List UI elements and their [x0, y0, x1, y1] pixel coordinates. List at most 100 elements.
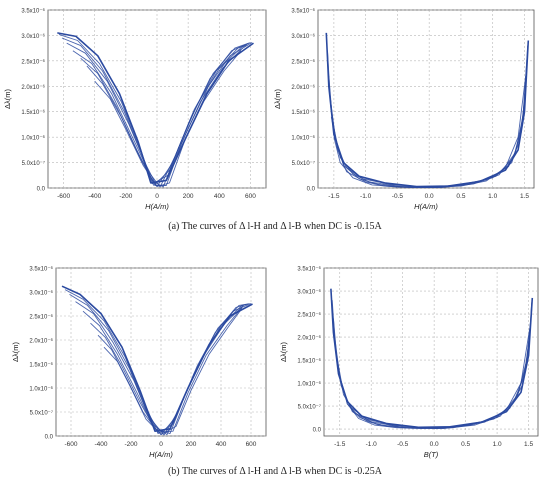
a-right-ytick-label: 2.5x10⁻⁶ — [291, 58, 315, 65]
a-left-xlabel: H(A/m) — [145, 202, 169, 211]
a-left-series-7 — [94, 50, 242, 187]
b-right-xtick-label: -1.0 — [366, 441, 378, 448]
b-left-series-5 — [90, 305, 244, 435]
a-left-ytick-label: 1.0x10⁻⁶ — [21, 135, 45, 142]
a-right-ytick-label: 2.0x10⁻⁶ — [291, 84, 315, 91]
b-left-ytick-label: 3.5x10⁻⁶ — [29, 266, 53, 273]
b-left-series-0 — [61, 285, 253, 433]
b-left-ytick-label: 3.0x10⁻⁶ — [29, 290, 53, 297]
b-right-ylabel: Δλ(m) — [279, 342, 288, 363]
b-left-xtick-label: -400 — [94, 441, 107, 448]
b-right-ytick-label: 5.0x10⁻⁷ — [298, 404, 321, 411]
b-left-series-6 — [97, 306, 244, 433]
a-left-series-1 — [58, 33, 253, 185]
b-right-series-5 — [339, 327, 531, 430]
a-right-ytick-label: 3.5x10⁻⁶ — [291, 8, 315, 15]
b-right-frame — [323, 267, 539, 437]
b-left-frame — [55, 267, 267, 437]
a-left-series-3 — [66, 42, 250, 187]
b-right-xtick-label: 0.0 — [430, 441, 439, 448]
b-left-xlabel: H(A/m) — [149, 450, 173, 459]
b-left-ytick-label: 1.5x10⁻⁶ — [29, 362, 53, 369]
b-left-xtick-label: -600 — [64, 441, 77, 448]
a-left-series-2 — [61, 37, 251, 186]
b-right-series-4 — [336, 316, 532, 430]
a-left-xtick-label: 200 — [183, 193, 194, 200]
a-right-series-5 — [333, 76, 527, 188]
b-left-ytick-label: 1.0x10⁻⁶ — [29, 386, 53, 393]
a-right-ytick-label: 3.0x10⁻⁶ — [291, 33, 315, 40]
a-right-frame — [317, 9, 535, 189]
a-left-xtick-label: -600 — [57, 193, 70, 200]
a-left-series-6 — [86, 47, 243, 186]
a-left-ylabel: Δλ(m) — [3, 89, 12, 110]
a-left-ytick-label: 3.5x10⁻⁶ — [21, 8, 45, 15]
a-left-xtick-label: 0 — [155, 193, 159, 200]
b-left-ytick-label: 5.0x10⁻⁷ — [30, 410, 53, 417]
caption-a: (a) The curves of Δ l-H and Δ l-B when D… — [168, 221, 382, 232]
a-right-series-0 — [325, 32, 530, 188]
caption-b: (b) The curves of Δ l-H and Δ l-B when D… — [167, 466, 383, 477]
a-left-xtick-label: 600 — [245, 193, 256, 200]
b-left-xtick-label: 0 — [159, 441, 163, 448]
a-right-xtick-label: 0.0 — [425, 193, 434, 200]
b-right-xtick-label: 1.5 — [524, 441, 533, 448]
a-right-ytick-label: 5.0x10⁻⁷ — [292, 160, 315, 167]
b-right-series-0 — [330, 288, 534, 429]
a-left-ytick-label: 5.0x10⁻⁷ — [22, 160, 45, 167]
a-left-xtick-label: -400 — [88, 193, 101, 200]
a-left-frame — [47, 9, 267, 189]
b-right-series-3 — [334, 323, 531, 430]
a-right-ytick-label: 0.0 — [307, 187, 316, 193]
a-left-xtick-label: 400 — [214, 193, 225, 200]
a-left-xtick-label: -200 — [119, 193, 132, 200]
b-left-xtick-label: 400 — [216, 441, 227, 448]
a-left-series-5 — [80, 45, 246, 188]
b-right-ytick-label: 1.5x10⁻⁶ — [297, 358, 321, 365]
b-right-ytick-label: 3.0x10⁻⁶ — [297, 289, 321, 296]
b-right-series-1 — [331, 300, 533, 429]
a-right-xtick-label: 0.5 — [456, 193, 465, 200]
b-right-xtick-label: 0.5 — [461, 441, 470, 448]
b-right-ytick-label: 2.5x10⁻⁶ — [297, 312, 321, 319]
b-left-series-7 — [103, 308, 243, 436]
a-left-series-4 — [72, 44, 248, 188]
a-right-series-3 — [329, 65, 527, 188]
a-left-ytick-label: 1.5x10⁻⁶ — [21, 109, 45, 116]
b-left-ytick-label: 0.0 — [45, 435, 54, 441]
b-right-xlabel: B(T) — [424, 450, 439, 459]
a-right-series-2 — [328, 50, 529, 188]
b-left-ylabel: Δλ(m) — [11, 342, 20, 363]
a-right-series-1 — [327, 45, 529, 188]
a-left-ytick-label: 3.0x10⁻⁶ — [21, 33, 45, 40]
b-right-ytick-label: 2.0x10⁻⁶ — [297, 335, 321, 342]
b-right-xtick-label: -1.5 — [334, 441, 346, 448]
b-left-ytick-label: 2.0x10⁻⁶ — [29, 338, 53, 345]
b-right-series-2 — [332, 309, 533, 429]
a-right-xtick-label: -1.0 — [360, 193, 372, 200]
b-left-series-4 — [82, 304, 247, 436]
a-left-series-0 — [57, 32, 254, 184]
a-right-ytick-label: 1.5x10⁻⁶ — [291, 109, 315, 116]
a-right-series-4 — [330, 55, 528, 188]
b-right-xtick-label: -0.5 — [397, 441, 409, 448]
b-right-ytick-label: 3.5x10⁻⁶ — [297, 266, 321, 273]
a-right-xtick-label: 1.0 — [488, 193, 497, 200]
b-left-series-3 — [75, 301, 249, 436]
b-right-ytick-label: 1.0x10⁻⁶ — [297, 381, 321, 388]
a-right-xtick-label: -0.5 — [392, 193, 404, 200]
b-right-xtick-label: 1.0 — [493, 441, 502, 448]
b-left-series-1 — [64, 289, 252, 435]
a-right-xtick-label: -1.5 — [328, 193, 340, 200]
a-right-xlabel: H(A/m) — [414, 202, 438, 211]
a-right-ytick-label: 1.0x10⁻⁶ — [291, 135, 315, 142]
b-left-xtick-label: 600 — [246, 441, 257, 448]
b-left-xtick-label: 200 — [186, 441, 197, 448]
b-left-xtick-label: -200 — [124, 441, 137, 448]
a-left-ytick-label: 2.5x10⁻⁶ — [21, 58, 45, 65]
a-right-ylabel: Δλ(m) — [273, 89, 282, 110]
a-right-xtick-label: 1.5 — [520, 193, 529, 200]
a-left-ytick-label: 2.0x10⁻⁶ — [21, 84, 45, 91]
